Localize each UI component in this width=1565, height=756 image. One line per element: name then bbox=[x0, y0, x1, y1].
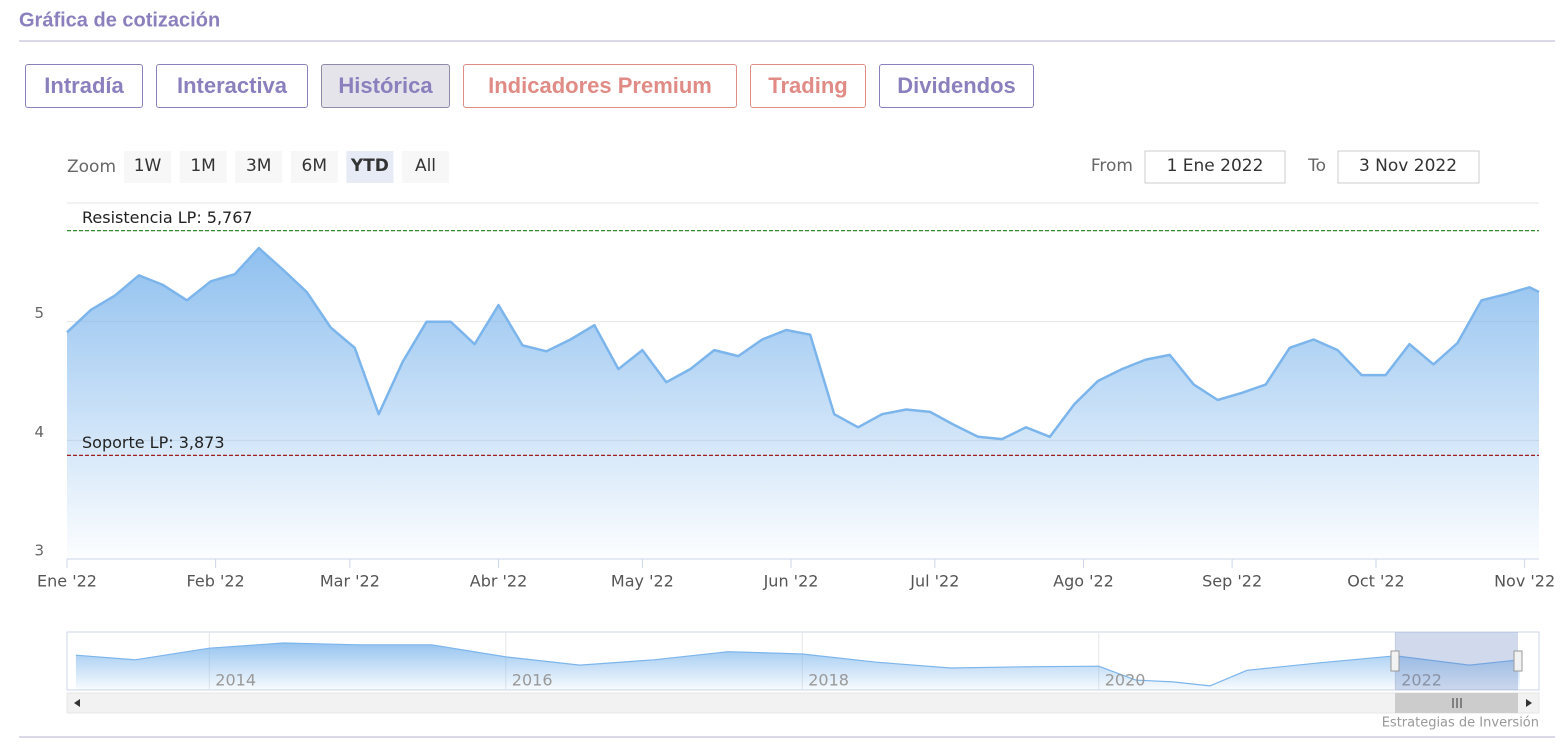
to-value[interactable]: 3 Nov 2022 bbox=[1359, 156, 1457, 176]
navigator-year-label: 2016 bbox=[512, 671, 553, 690]
navigator-handle[interactable] bbox=[1390, 650, 1400, 672]
zoom-button[interactable] bbox=[235, 151, 283, 183]
x-tick-label: Jul '22 bbox=[909, 572, 959, 591]
from-input[interactable] bbox=[1144, 150, 1286, 184]
navigator-year-label: 2018 bbox=[808, 671, 849, 690]
zoom-button-label[interactable]: 1M bbox=[190, 156, 215, 176]
tab-bar: Intradía Interactiva Histórica Indicadores … bbox=[25, 64, 1034, 108]
to-label: To bbox=[1307, 156, 1326, 176]
navigator-handle[interactable] bbox=[1513, 650, 1523, 672]
zoom-button[interactable] bbox=[124, 151, 171, 183]
zoom-button-label[interactable]: All bbox=[415, 156, 436, 176]
credit: Estrategias de Inversión bbox=[1382, 716, 1539, 731]
navigator-selection[interactable] bbox=[1395, 632, 1518, 690]
tab-button[interactable]: Interactiva bbox=[156, 64, 308, 108]
x-tick-label: Mar '22 bbox=[320, 572, 380, 591]
tab-button[interactable]: Trading bbox=[750, 64, 866, 108]
tab-button[interactable]: Histórica bbox=[321, 64, 450, 108]
x-tick-label: Oct '22 bbox=[1347, 572, 1405, 591]
x-tick-label: May '22 bbox=[611, 572, 674, 591]
from-label: From bbox=[1091, 156, 1133, 176]
x-tick-label: Abr '22 bbox=[470, 572, 528, 591]
zoom-button[interactable] bbox=[290, 151, 338, 183]
zoom-button-label[interactable]: YTD bbox=[350, 156, 389, 176]
price-area bbox=[75, 643, 1520, 690]
zoom-button-label[interactable]: 3M bbox=[246, 156, 271, 176]
section-title: Gráfica de cotización bbox=[19, 9, 220, 31]
x-tick-label: Ene '22 bbox=[37, 572, 97, 591]
x-tick-label: Sep '22 bbox=[1202, 572, 1262, 591]
x-tick-label: Jun '22 bbox=[763, 572, 819, 591]
navigator-year-label: 2022 bbox=[1401, 671, 1442, 690]
reference-label: Resistencia LP: 5,767 bbox=[82, 208, 253, 227]
zoom-button[interactable] bbox=[402, 151, 449, 183]
price-area bbox=[67, 248, 1539, 559]
from-value[interactable]: 1 Ene 2022 bbox=[1167, 156, 1264, 176]
scrollbar-arrow-right[interactable] bbox=[1526, 699, 1532, 707]
price-line bbox=[75, 642, 1520, 687]
zoom-button-label[interactable]: 6M bbox=[302, 156, 327, 176]
price-line bbox=[66, 246, 1540, 441]
tab-button[interactable]: Dividendos bbox=[879, 64, 1034, 108]
reference-label: Soporte LP: 3,873 bbox=[82, 433, 225, 452]
scrollbar-grip[interactable] bbox=[1452, 698, 1462, 708]
zoom-button[interactable] bbox=[179, 151, 227, 183]
navigator-year-label: 2014 bbox=[215, 671, 256, 690]
tab-button[interactable]: Intradía bbox=[25, 64, 143, 108]
tab-button[interactable]: Indicadores Premium bbox=[463, 64, 737, 108]
y-tick-label: 3 bbox=[34, 542, 44, 560]
zoom-button[interactable] bbox=[346, 151, 394, 183]
to-input[interactable] bbox=[1337, 150, 1480, 184]
scrollbar-track[interactable] bbox=[66, 692, 1540, 714]
y-tick-label: 4 bbox=[34, 423, 44, 441]
zoom-label: Zoom bbox=[67, 157, 116, 177]
y-tick-label: 5 bbox=[34, 304, 44, 322]
x-tick-label: Nov '22 bbox=[1494, 572, 1555, 591]
zoom-button-label[interactable]: 1W bbox=[134, 156, 162, 176]
navigator-year-label: 2020 bbox=[1105, 671, 1146, 690]
scrollbar-arrow-left[interactable] bbox=[74, 699, 80, 707]
x-tick-label: Feb '22 bbox=[187, 572, 245, 591]
x-tick-label: Ago '22 bbox=[1053, 572, 1114, 591]
